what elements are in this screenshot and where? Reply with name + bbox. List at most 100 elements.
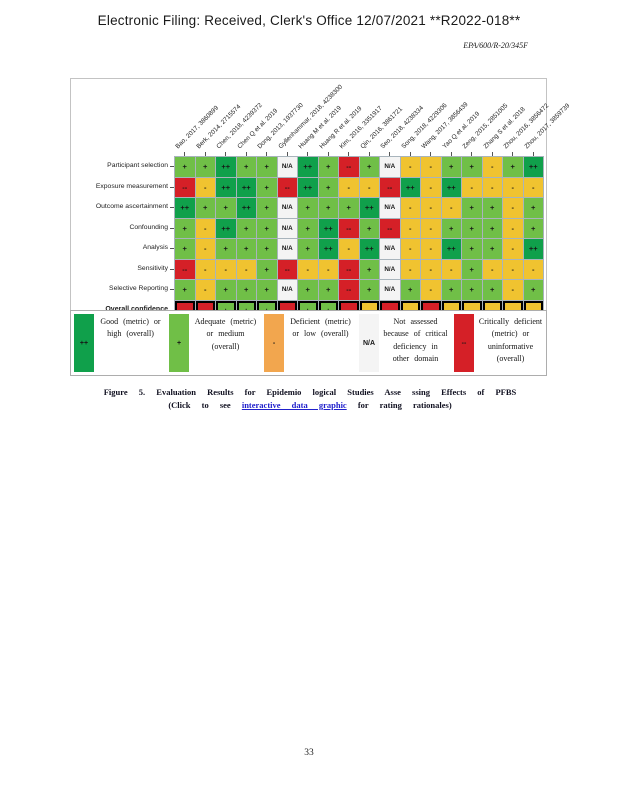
heatmap-cell: -: [482, 157, 502, 177]
legend-swatch: N/A: [359, 314, 379, 372]
heatmap-cell: +: [195, 198, 215, 218]
heatmap-cell: +: [298, 280, 318, 300]
heatmap-cell: N/A: [380, 259, 400, 279]
heatmap-cell: ++: [359, 198, 379, 218]
heatmap-cell: +: [257, 259, 277, 279]
heatmap-cell: +: [298, 198, 318, 218]
heatmap-cell: ++: [236, 177, 256, 197]
heatmap-cell: N/A: [277, 280, 297, 300]
heatmap-cell: ++: [400, 177, 420, 197]
heatmap-cell: -: [195, 177, 215, 197]
heatmap-cell: --: [339, 157, 359, 177]
heatmap-cell: +: [482, 218, 502, 238]
heatmap-cell: -: [195, 259, 215, 279]
heatmap-cell: N/A: [380, 239, 400, 259]
column-tick: [204, 152, 206, 156]
heatmap-cell: +: [441, 157, 461, 177]
heatmap-cell: ++: [216, 177, 236, 197]
doc-reference: EPA/600/R-20/345F: [463, 41, 528, 50]
heatmap-cell: ++: [318, 218, 338, 238]
heatmap-cell: --: [277, 177, 297, 197]
heatmap-cell: ++: [298, 157, 318, 177]
heatmap-cell: --: [175, 177, 195, 197]
figure-caption-line2: (Click to see interactive data graphic f…: [60, 399, 560, 412]
heatmap-cell: N/A: [277, 198, 297, 218]
heatmap-cell: -: [421, 239, 441, 259]
heatmap-cell: +: [175, 239, 195, 259]
heatmap-cell: +: [257, 177, 277, 197]
legend-swatch: +: [169, 314, 189, 372]
heatmap-cell: -: [421, 198, 441, 218]
heatmap-cell: N/A: [277, 157, 297, 177]
legend-label: Deficient (metric) or low (overall): [290, 317, 351, 339]
heatmap-cell: ++: [523, 239, 543, 259]
column-tick: [512, 152, 514, 156]
row-label: Confounding: [129, 223, 168, 231]
heatmap-cell: ++: [216, 157, 236, 177]
heatmap-cell: -: [503, 177, 523, 197]
heatmap-cell: +: [462, 259, 482, 279]
heatmap-cell: +: [441, 280, 461, 300]
heatmap-cell: +: [236, 218, 256, 238]
heatmap-cell: +: [216, 280, 236, 300]
heatmap-cell: +: [236, 157, 256, 177]
heatmap-cell: --: [380, 177, 400, 197]
heatmap-cell: +: [462, 280, 482, 300]
heatmap-cell: +: [318, 157, 338, 177]
heatmap-cell: -: [421, 218, 441, 238]
row-tick: [170, 248, 174, 250]
heatmap-cell: --: [380, 218, 400, 238]
heatmap-cell: ++: [359, 239, 379, 259]
heatmap-cell: N/A: [277, 239, 297, 259]
heatmap-cell: +: [318, 198, 338, 218]
legend-label: Good (metric) or high (overall): [100, 317, 161, 339]
legend-swatch: ++: [74, 314, 94, 372]
heatmap-cell: -: [216, 259, 236, 279]
heatmap-cell: --: [277, 259, 297, 279]
heatmap-cell: -: [400, 157, 420, 177]
legend-item: + Adequate (metric) or medium (overall): [166, 311, 261, 375]
heatmap-cell: -: [503, 280, 523, 300]
heatmap-cell: +: [318, 280, 338, 300]
heatmap-cell: -: [236, 259, 256, 279]
heatmap-cell: +: [462, 157, 482, 177]
heatmap-cell: -: [339, 177, 359, 197]
column-tick: [266, 152, 268, 156]
interactive-data-graphic-link[interactable]: interactive data graphic: [241, 399, 347, 410]
page-number: 33: [304, 748, 314, 758]
heatmap-cell: +: [257, 239, 277, 259]
heatmap-cell: -: [339, 239, 359, 259]
column-tick: [348, 152, 350, 156]
row-label: Outcome ascertainment: [95, 203, 168, 210]
heatmap-cell: +: [257, 157, 277, 177]
column-tick: [286, 152, 288, 156]
heatmap-cell: N/A: [380, 198, 400, 218]
heatmap-cell: +: [482, 198, 502, 218]
legend-item: -- Critically deficient (metric) or uninf…: [451, 311, 546, 375]
row-label: Exposure measurement: [95, 182, 168, 190]
heatmap-cell: +: [359, 280, 379, 300]
heatmap-cell: N/A: [277, 218, 297, 238]
heatmap-cell: +: [523, 280, 543, 300]
heatmap-cell: +: [462, 198, 482, 218]
heatmap-cell: +: [359, 259, 379, 279]
legend-item: ++ Good (metric) or high (overall): [71, 311, 166, 375]
heatmap-cell: -: [441, 259, 461, 279]
figure-caption-line1: Figure 5. Evaluation Results for Epidemi…: [103, 387, 517, 397]
heatmap-cell: +: [257, 280, 277, 300]
column-tick: [450, 152, 452, 156]
column-tick: [532, 152, 534, 156]
heatmap-cell: -: [195, 218, 215, 238]
heatmap-cell: +: [236, 280, 256, 300]
heatmap-cell: +: [257, 218, 277, 238]
heatmap-cell: ++: [216, 218, 236, 238]
row-tick: [170, 186, 174, 188]
heatmap-cell: +: [195, 157, 215, 177]
heatmap-cell: +: [175, 280, 195, 300]
heatmap-cell: -: [400, 239, 420, 259]
row-label: Sensitivity: [137, 264, 168, 272]
heatmap-cell: +: [175, 218, 195, 238]
column-tick: [430, 152, 432, 156]
heatmap-cell: -: [195, 239, 215, 259]
